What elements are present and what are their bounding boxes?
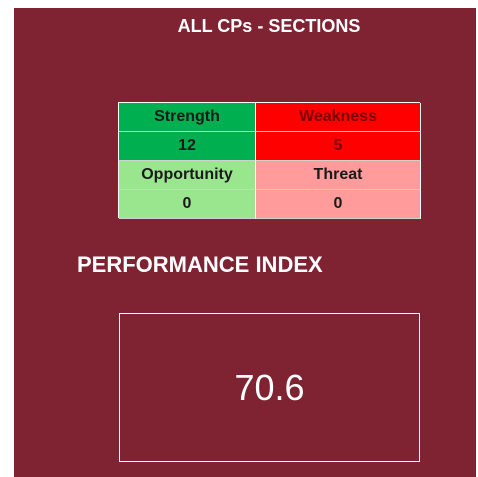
opportunity-value: 0	[119, 190, 256, 219]
dashboard-panel: ALL CPs - SECTIONS Strength Weakness 12 …	[14, 8, 476, 477]
swot-table: Strength Weakness 12 5 Opportunity Threa…	[118, 102, 421, 219]
strength-label: Strength	[119, 103, 256, 132]
performance-value: 70.6	[234, 366, 305, 408]
title: ALL CPs - SECTIONS	[177, 16, 361, 36]
performance-box: 70.6	[119, 313, 420, 462]
threat-label: Threat	[256, 161, 421, 190]
strength-value: 12	[119, 132, 256, 161]
performance-label: PERFORMANCE INDEX	[77, 252, 323, 277]
weakness-value: 5	[256, 132, 421, 161]
opportunity-label: Opportunity	[119, 161, 256, 190]
threat-value: 0	[256, 190, 421, 219]
weakness-label: Weakness	[256, 103, 421, 132]
